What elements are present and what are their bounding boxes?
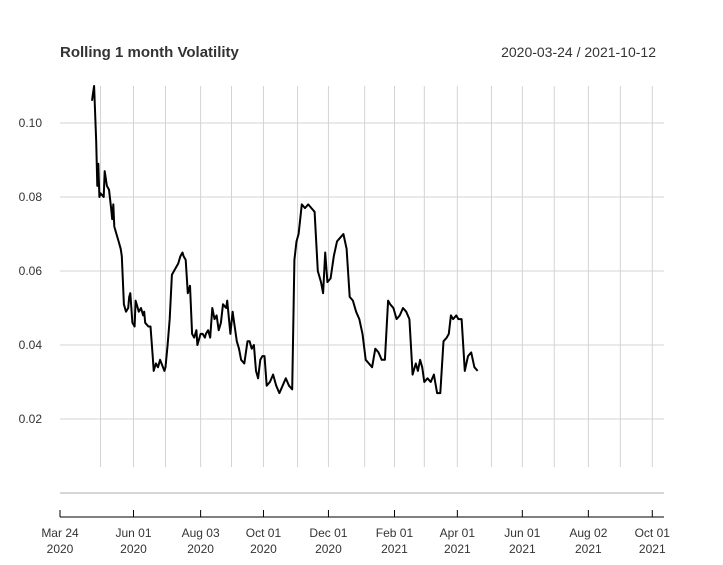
vertical-gridlines [99, 86, 653, 467]
volatility-line [91, 85, 479, 395]
y-tick-label: 0.04 [19, 338, 43, 352]
y-tick-label: 0.06 [19, 264, 43, 278]
x-tick-label-month: Jun 01 [504, 526, 540, 540]
x-tick-label-month: Oct 01 [246, 526, 282, 540]
x-tick-label-month: Dec 01 [309, 526, 347, 540]
x-tick-label-month: Mar 24 [41, 526, 79, 540]
x-tick-label-year: 2021 [509, 542, 536, 556]
x-tick-label-year: 2021 [444, 542, 471, 556]
x-tick-label-year: 2020 [120, 542, 147, 556]
chart-title: Rolling 1 month Volatility [60, 44, 240, 61]
x-tick-label-month: Oct 01 [635, 526, 671, 540]
x-axis-ticks: Mar 24 2020 Jun 01 2020 Aug 03 2020 Oct 01 2020… [41, 510, 670, 556]
y-tick-label: 0.10 [19, 116, 43, 130]
horizontal-gridlines [60, 122, 664, 420]
x-tick-label-year: 2021 [381, 542, 408, 556]
y-axis-ticks: 0.02 0.04 0.06 0.08 0.10 [19, 116, 43, 426]
x-tick-label-year: 2020 [250, 542, 277, 556]
x-tick-label-month: Apr 01 [440, 526, 476, 540]
x-tick-label-month: Feb 01 [376, 526, 414, 540]
chart-date-range: 2020-03-24 / 2021-10-12 [501, 44, 656, 60]
y-tick-label: 0.08 [19, 190, 43, 204]
x-tick-label-month: Aug 03 [182, 526, 220, 540]
x-tick-label-year: 2020 [47, 542, 74, 556]
y-tick-label: 0.02 [19, 412, 43, 426]
x-tick-label-month: Aug 02 [569, 526, 607, 540]
x-tick-label-year: 2020 [315, 542, 342, 556]
x-tick-label-year: 2020 [187, 542, 214, 556]
x-tick-label-year: 2021 [575, 542, 602, 556]
x-tick-label-year: 2021 [639, 542, 666, 556]
x-tick-label-month: Jun 01 [115, 526, 151, 540]
